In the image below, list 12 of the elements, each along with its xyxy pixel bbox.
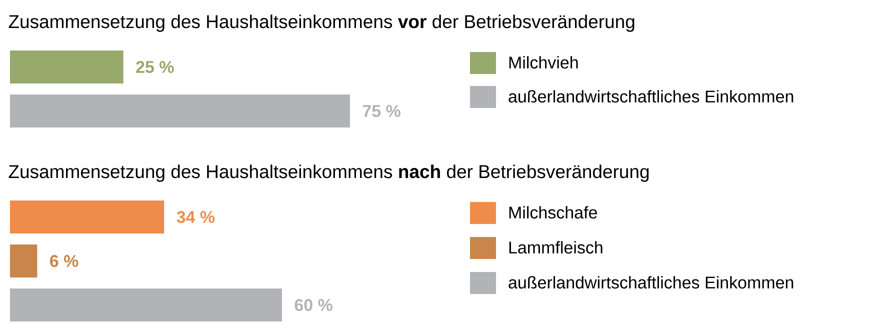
chart-title: Zusammensetzung des Haushaltseinkommens vor der Betriebsveränderung [8,14,634,32]
legend-label: außerlandwirtschaftliches Einkommen [508,90,794,103]
data-label: 25 % [136,60,174,74]
legend-label: Milchschafe [509,206,597,219]
data-label: 75 % [362,105,400,118]
data-label: 6 % [50,254,78,268]
data-label: 34 % [176,210,215,224]
legend-label: Lammfleisch [509,241,602,254]
data-label: 60 % [294,298,332,312]
legend-label: Milchvieh [509,56,578,69]
legend-label: außerlandwirtschaftliches Einkommen [508,276,794,289]
text: Zusammensetzung des Haushaltseinkommens nach der Betriebsveränderung [8,164,649,182]
